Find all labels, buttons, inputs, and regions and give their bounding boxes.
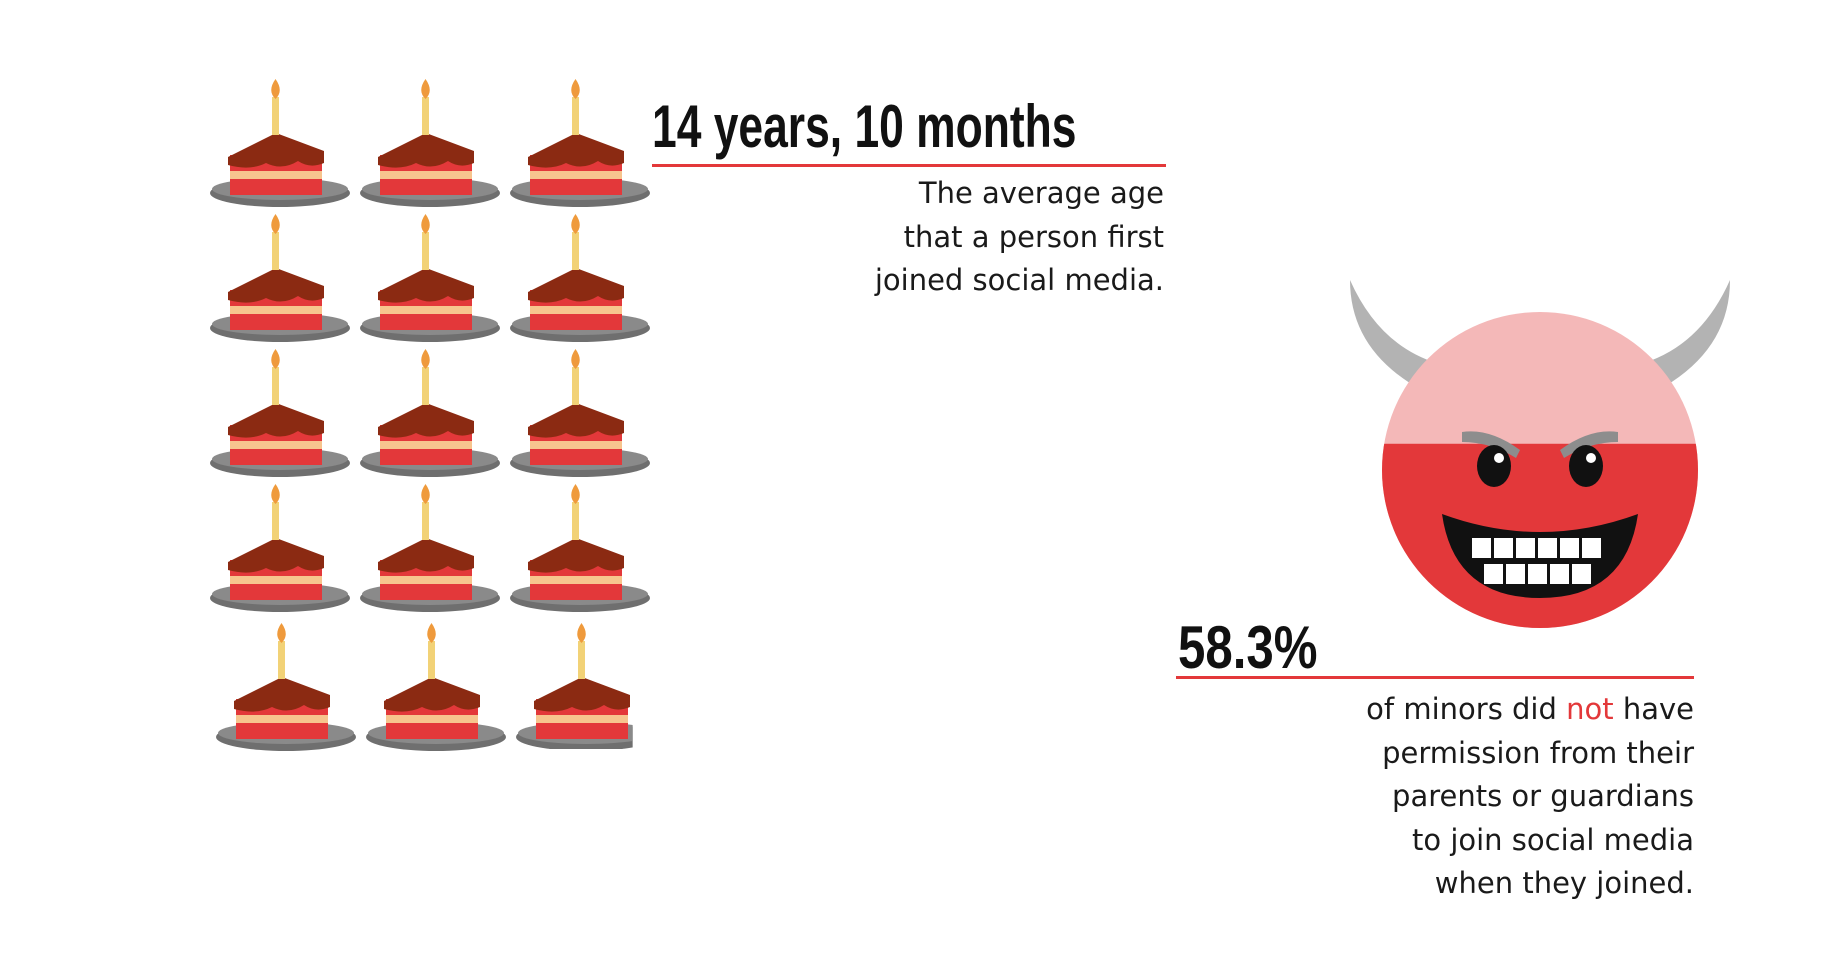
age-desc-line-3: joined social media. — [874, 263, 1164, 297]
cake-slice-icon — [216, 623, 356, 751]
left-eye — [1477, 445, 1511, 487]
tooth — [1538, 538, 1557, 558]
cake-slice-icon — [210, 484, 350, 612]
tooth — [1582, 538, 1601, 558]
permission-stat-value: 58.3% — [1178, 614, 1318, 681]
age-stat-rule — [652, 164, 1166, 167]
perm-desc-line-5: when they joined. — [1434, 866, 1694, 900]
cake-slice-icon — [360, 349, 500, 477]
permission-stat-description: of minors did not have permission from t… — [1366, 688, 1694, 906]
cake-slice-icon — [510, 349, 650, 477]
devil-face-icon — [1350, 280, 1730, 628]
age-desc-line-2: that a person first — [903, 219, 1164, 254]
perm-desc-line-3: parents or guardians — [1392, 779, 1694, 813]
age-stat-description: The average age that a person first join… — [875, 172, 1164, 303]
tooth — [1572, 564, 1591, 584]
cake-slice-icon — [360, 79, 500, 207]
cake-slice-icon — [210, 214, 350, 342]
cake-slice-icon — [510, 79, 650, 207]
perm-desc-line-4: to join social media — [1411, 822, 1694, 857]
not-highlight: not — [1566, 692, 1614, 726]
cake-slice-icon — [510, 484, 650, 612]
teeth — [1472, 538, 1601, 584]
tooth — [1560, 538, 1579, 558]
permission-stat-rule — [1176, 676, 1694, 679]
tooth — [1528, 564, 1547, 584]
right-eye — [1569, 445, 1603, 487]
cake-slice-icon — [360, 484, 500, 612]
cake-slice-icon — [360, 214, 500, 342]
perm-desc-line-2: permission from their — [1382, 735, 1694, 770]
tooth — [1494, 538, 1513, 558]
cake-slice-icon — [366, 623, 506, 751]
tooth — [1484, 564, 1503, 584]
cake-slice-icon — [210, 349, 350, 477]
tooth — [1516, 538, 1535, 558]
age-stat-value: 14 years, 10 months — [652, 93, 1077, 160]
tooth — [1506, 564, 1525, 584]
tooth — [1550, 564, 1569, 584]
cake-grid — [210, 79, 650, 751]
cake-slice-icon — [510, 214, 650, 342]
age-desc-line-1: The average age — [918, 176, 1164, 210]
perm-desc-line-1: of minors did not have — [1366, 692, 1694, 726]
cake-slice-icon — [516, 623, 633, 749]
tooth — [1472, 538, 1491, 558]
cake-slice-icon — [210, 79, 350, 207]
